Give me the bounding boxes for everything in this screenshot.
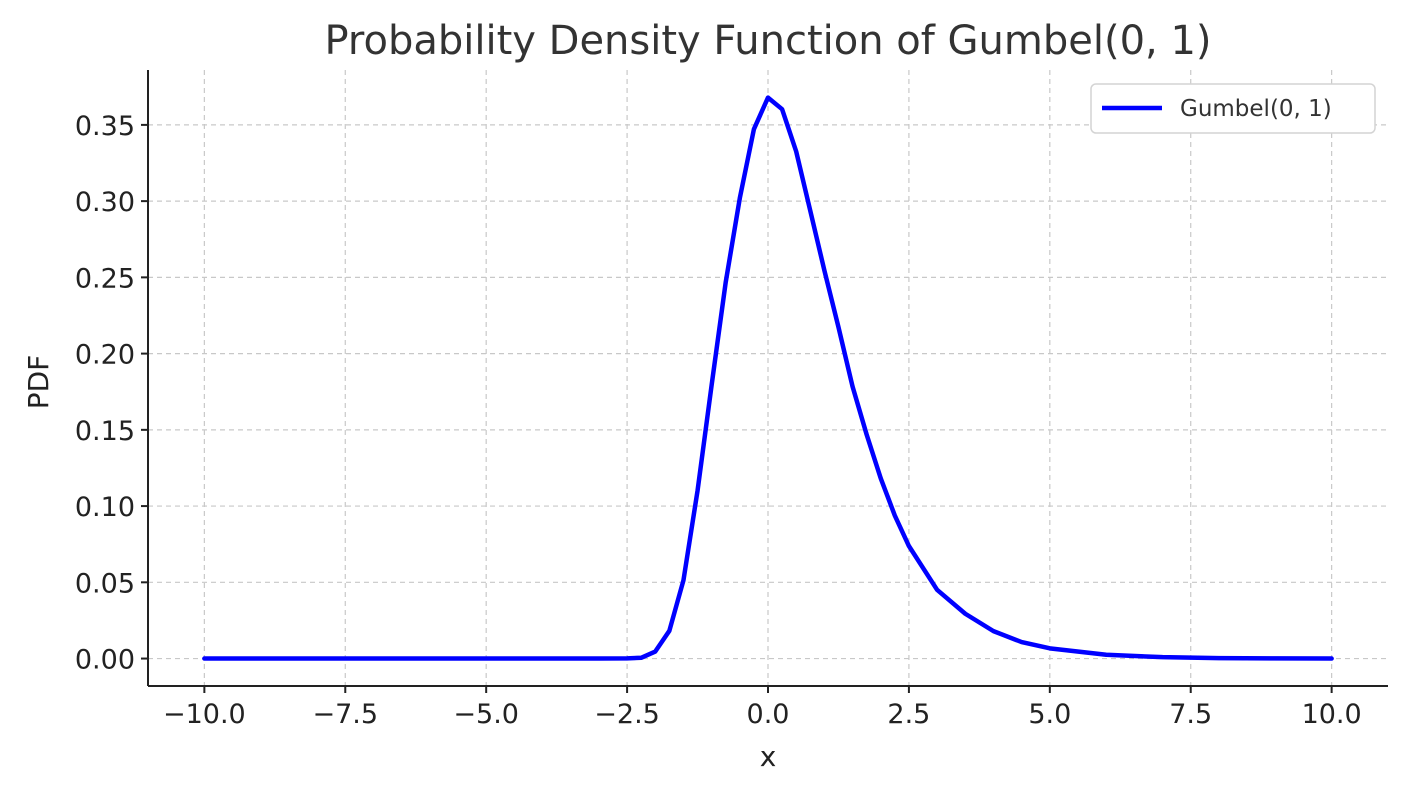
y-tick-label: 0.05 bbox=[75, 568, 135, 599]
tick-layer: −10.0 −7.5 −5.0 −2.5 0.0 2.5 5.0 7.5 10.0 0.00 0.0… bbox=[75, 111, 1362, 730]
x-tick-label: 5.0 bbox=[1028, 699, 1071, 730]
legend: Gumbel(0, 1) bbox=[1090, 83, 1376, 134]
series-line bbox=[202, 95, 1334, 661]
y-axis-label: PDF bbox=[22, 355, 55, 410]
series-layer bbox=[202, 95, 1334, 661]
x-tick-label: −5.0 bbox=[453, 699, 519, 730]
chart-title: Probability Density Function of Gumbel(0… bbox=[324, 18, 1211, 64]
x-tick-label: −7.5 bbox=[312, 699, 378, 730]
legend-label: Gumbel(0, 1) bbox=[1180, 96, 1332, 122]
y-tick-label: 0.00 bbox=[75, 645, 135, 676]
x-axis-label: x bbox=[760, 740, 777, 773]
x-tick-label: 0.0 bbox=[747, 699, 790, 730]
x-tick-label: −10.0 bbox=[163, 699, 246, 730]
grid bbox=[148, 70, 1388, 686]
y-tick-label: 0.25 bbox=[75, 263, 135, 294]
y-tick-label: 0.35 bbox=[75, 111, 135, 142]
y-tick-label: 0.30 bbox=[75, 187, 135, 218]
x-tick-label: −2.5 bbox=[594, 699, 660, 730]
y-tick-label: 0.20 bbox=[75, 340, 135, 371]
legend-box bbox=[1090, 83, 1376, 134]
y-tick-label: 0.10 bbox=[75, 492, 135, 523]
y-tick-label: 0.15 bbox=[75, 416, 135, 447]
x-tick-label: 7.5 bbox=[1169, 699, 1212, 730]
x-tick-label: 2.5 bbox=[887, 699, 930, 730]
x-tick-label: 10.0 bbox=[1302, 699, 1362, 730]
